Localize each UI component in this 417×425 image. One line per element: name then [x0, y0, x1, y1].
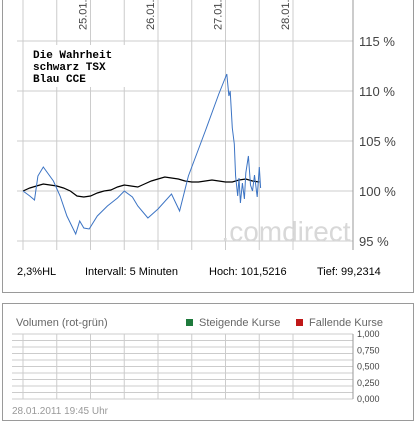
footer-date: 28.01.2011 19:45 Uhr — [12, 406, 109, 417]
price-chart-panel: 25.01. 26.01. 27.01. 28.01. 115 % 110 % 105 %… — [2, 0, 414, 293]
stat-tief: Tief: 99,2314 — [317, 266, 381, 278]
chart-legend: Die Wahrheit schwarz TSX Blau CCE — [30, 45, 128, 87]
volume-chart-panel: Volumen (rot-grün) Steigende Kurse Falle… — [2, 303, 414, 421]
legend-falling-swatch — [296, 319, 303, 326]
x-tick-label: 27.01. — [213, 0, 225, 30]
series-line-schwarz-tsx — [22, 176, 260, 198]
volume-title: Volumen (rot-grün) — [16, 317, 108, 329]
legend-rising-swatch — [186, 319, 193, 326]
y-tick-label: 100 % — [359, 184, 396, 199]
legend-line-2: schwarz TSX — [33, 62, 106, 74]
legend-line-1: Die Wahrheit — [33, 50, 112, 62]
series-layer — [22, 73, 262, 236]
volume-grid — [12, 333, 354, 400]
x-tick-label: 25.01. — [78, 0, 90, 30]
series-line-blau-cce — [22, 73, 262, 236]
x-tick-label: 28.01. — [280, 0, 292, 30]
vol-y-tick-label: 0,500 — [357, 362, 380, 372]
price-grid — [17, 0, 354, 250]
vol-y-tick-label: 1,000 — [357, 329, 380, 339]
stat-intervall: Intervall: 5 Minuten — [85, 266, 178, 278]
y-tick-label: 95 % — [359, 234, 389, 249]
x-axis-labels: 25.01. 26.01. 27.01. 28.01. — [78, 0, 293, 30]
legend-line-3: Blau CCE — [33, 74, 86, 86]
stats-row: 2,3%HL Intervall: 5 Minuten Hoch: 101,52… — [17, 266, 381, 278]
volume-chart: Volumen (rot-grün) Steigende Kurse Falle… — [12, 317, 383, 417]
vol-y-tick-label: 0,000 — [357, 394, 380, 404]
legend-rising-label: Steigende Kurse — [199, 317, 280, 329]
vol-y-tick-label: 0,250 — [357, 378, 380, 388]
price-chart: 25.01. 26.01. 27.01. 28.01. 115 % 110 % 105 %… — [17, 0, 396, 278]
y-axis-labels: 115 % 110 % 105 % 100 % 95 % — [359, 34, 396, 249]
vol-y-tick-label: 0,750 — [357, 345, 380, 355]
x-tick-label: 26.01. — [145, 0, 157, 30]
y-tick-label: 115 % — [359, 34, 395, 49]
legend-falling-label: Fallende Kurse — [309, 317, 383, 329]
watermark: .comdirect — [221, 216, 350, 247]
stat-hoch: Hoch: 101,5216 — [209, 266, 287, 278]
y-tick-label: 105 % — [359, 134, 396, 149]
stat-hl: 2,3%HL — [17, 266, 56, 278]
volume-y-axis-labels: 1,000 0,750 0,500 0,250 0,000 — [357, 329, 380, 404]
y-tick-label: 110 % — [359, 84, 395, 99]
